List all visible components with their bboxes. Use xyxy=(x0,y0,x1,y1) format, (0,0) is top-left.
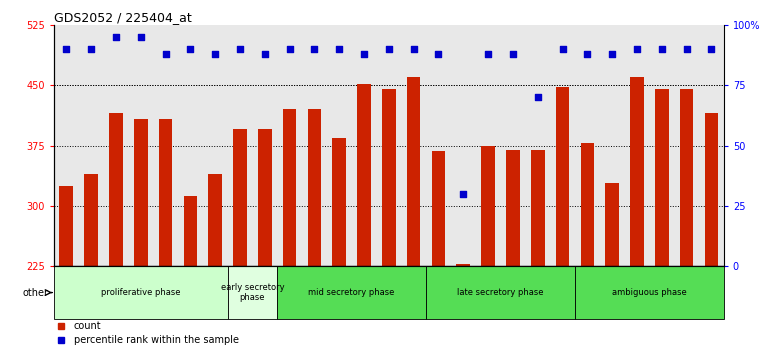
Text: other: other xyxy=(23,287,49,298)
Bar xyxy=(258,130,272,266)
Bar xyxy=(228,266,277,319)
Point xyxy=(60,46,72,52)
Text: mid secretory phase: mid secretory phase xyxy=(309,288,395,297)
Bar xyxy=(457,264,470,266)
Bar xyxy=(159,119,172,266)
Point xyxy=(606,51,618,57)
Bar xyxy=(84,174,98,266)
Bar xyxy=(605,183,619,266)
Bar xyxy=(109,113,122,266)
Point xyxy=(631,46,643,52)
Point xyxy=(358,51,370,57)
Point xyxy=(283,46,296,52)
Bar xyxy=(382,89,396,266)
Bar xyxy=(407,77,420,266)
Point xyxy=(308,46,320,52)
Bar xyxy=(531,150,544,266)
Bar xyxy=(630,77,644,266)
Bar xyxy=(481,145,495,266)
Bar xyxy=(581,143,594,266)
Bar xyxy=(307,109,321,266)
Point xyxy=(655,46,668,52)
Bar xyxy=(705,113,718,266)
Bar xyxy=(59,186,73,266)
Text: late secretory phase: late secretory phase xyxy=(457,288,544,297)
Bar xyxy=(277,266,426,319)
Bar xyxy=(575,266,724,319)
Bar xyxy=(134,119,148,266)
Text: ambiguous phase: ambiguous phase xyxy=(612,288,687,297)
Bar xyxy=(209,174,222,266)
Point xyxy=(184,46,196,52)
Text: count: count xyxy=(74,321,102,331)
Point xyxy=(457,191,470,197)
Point xyxy=(507,51,519,57)
Bar xyxy=(556,87,569,266)
Point xyxy=(681,46,693,52)
Point xyxy=(159,51,172,57)
Point xyxy=(85,46,97,52)
Bar xyxy=(233,130,247,266)
Bar xyxy=(54,266,228,319)
Text: proliferative phase: proliferative phase xyxy=(101,288,180,297)
Point xyxy=(407,46,420,52)
Bar xyxy=(183,195,197,266)
Point xyxy=(110,34,122,40)
Bar xyxy=(655,89,668,266)
Point xyxy=(581,51,594,57)
Point xyxy=(705,46,718,52)
Bar xyxy=(357,84,371,266)
Point xyxy=(259,51,271,57)
Bar xyxy=(333,137,346,266)
Point xyxy=(333,46,346,52)
Point xyxy=(531,95,544,100)
Point xyxy=(234,46,246,52)
Bar xyxy=(426,266,575,319)
Point xyxy=(209,51,221,57)
Point xyxy=(432,51,444,57)
Point xyxy=(482,51,494,57)
Bar xyxy=(506,150,520,266)
Bar xyxy=(680,89,694,266)
Text: percentile rank within the sample: percentile rank within the sample xyxy=(74,335,239,345)
Text: GDS2052 / 225404_at: GDS2052 / 225404_at xyxy=(54,11,192,24)
Bar xyxy=(432,151,445,266)
Point xyxy=(135,34,147,40)
Text: early secretory
phase: early secretory phase xyxy=(220,283,284,302)
Point xyxy=(557,46,569,52)
Bar xyxy=(283,109,296,266)
Point xyxy=(383,46,395,52)
